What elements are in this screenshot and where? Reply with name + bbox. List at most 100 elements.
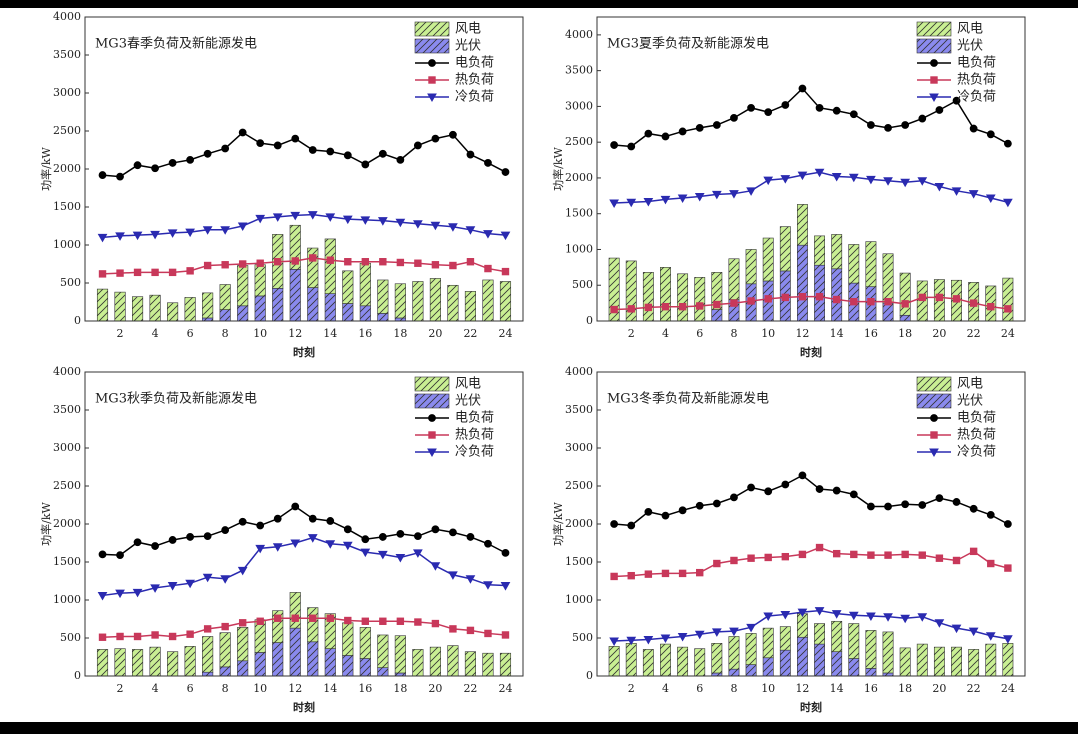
line-marker <box>238 260 247 268</box>
legend-label: 光伏 <box>957 394 983 409</box>
line-marker <box>781 101 790 109</box>
line <box>614 609 1009 642</box>
line-marker <box>308 514 317 523</box>
x-tick-label: 18 <box>393 327 407 340</box>
line-marker <box>694 193 705 202</box>
line-marker <box>221 144 230 153</box>
y-tick-label: 2500 <box>565 479 593 492</box>
line-marker <box>644 570 653 578</box>
x-tick-label: 6 <box>187 682 194 695</box>
bar <box>202 636 214 673</box>
x-tick-label: 2 <box>117 682 124 695</box>
bar <box>865 668 877 677</box>
line-marker <box>747 483 755 492</box>
bar <box>694 277 706 322</box>
legend-marker <box>930 59 938 67</box>
x-tick-label: 4 <box>662 682 669 695</box>
line-marker <box>918 114 927 123</box>
line-marker <box>798 550 807 559</box>
line-marker <box>1003 198 1013 208</box>
bar <box>289 269 301 322</box>
line-marker <box>484 539 492 548</box>
line-marker <box>291 502 300 511</box>
line-marker <box>609 637 619 647</box>
x-tick-label: 24 <box>498 682 512 695</box>
line-marker <box>291 257 299 265</box>
bar <box>219 309 231 322</box>
bar <box>831 620 843 652</box>
x-tick-label: 12 <box>795 682 809 695</box>
line-marker <box>326 614 334 622</box>
line-marker <box>986 130 995 139</box>
line-marker <box>934 619 945 628</box>
line-marker <box>901 121 910 129</box>
line-marker <box>150 230 160 240</box>
legend-marker <box>427 93 437 103</box>
line-marker <box>430 221 441 231</box>
line-marker <box>832 549 841 558</box>
legend-label: 风电 <box>957 377 983 392</box>
legend-swatch <box>916 21 952 37</box>
line-marker <box>255 214 266 224</box>
bar <box>359 262 371 307</box>
bar <box>237 305 249 322</box>
legend-swatch <box>414 393 450 409</box>
line-marker <box>185 579 195 589</box>
bar <box>359 305 371 322</box>
bar <box>464 651 476 677</box>
bar <box>985 643 997 677</box>
y-axis-label: 功率/kW <box>551 146 565 190</box>
line-marker <box>797 608 808 618</box>
legend-swatch <box>414 38 450 54</box>
bar <box>814 235 825 266</box>
line-marker <box>815 543 824 552</box>
line-marker <box>379 617 387 625</box>
line-marker <box>661 569 670 578</box>
y-tick-label: 1500 <box>565 207 593 220</box>
bar <box>342 655 354 677</box>
x-tick-label: 6 <box>696 682 703 695</box>
bar <box>342 303 354 322</box>
line-marker <box>644 129 653 138</box>
line-marker <box>610 520 619 528</box>
y-tick-label: 500 <box>60 631 81 644</box>
bar <box>848 244 860 284</box>
line-marker <box>987 559 995 568</box>
line-marker <box>484 629 492 638</box>
line-marker <box>307 534 318 543</box>
x-tick-label: 4 <box>662 327 669 340</box>
y-tick-label: 4000 <box>53 10 81 23</box>
y-tick-label: 4000 <box>565 28 593 41</box>
legend-label: 冷负荷 <box>455 445 494 460</box>
x-tick-label: 8 <box>730 682 737 695</box>
line-marker <box>186 630 194 638</box>
line-marker <box>431 134 440 143</box>
line-marker <box>361 160 370 169</box>
x-tick-label: 20 <box>932 682 946 695</box>
legend-label: 光伏 <box>957 39 983 54</box>
line-marker <box>764 553 772 562</box>
bar <box>149 646 161 677</box>
line-marker <box>850 297 858 306</box>
x-tick-label: 14 <box>323 327 337 340</box>
line-marker <box>132 231 143 241</box>
line-marker <box>309 614 317 622</box>
line-marker <box>237 222 248 232</box>
bar <box>482 652 494 677</box>
x-axis-label: 时刻 <box>800 345 822 359</box>
bar <box>797 204 808 246</box>
line-marker <box>449 261 457 270</box>
bar <box>464 291 476 322</box>
line-marker <box>901 550 909 559</box>
line-marker <box>98 550 107 559</box>
line-marker <box>255 544 266 554</box>
bar <box>202 671 214 677</box>
bar <box>394 635 406 674</box>
bar <box>694 648 706 677</box>
line-marker <box>221 526 230 534</box>
line-marker <box>678 127 687 136</box>
y-tick-label: 1500 <box>53 200 81 213</box>
y-tick-label: 4000 <box>565 365 593 378</box>
y-tick-label: 3500 <box>53 48 81 61</box>
line-marker <box>151 268 159 277</box>
